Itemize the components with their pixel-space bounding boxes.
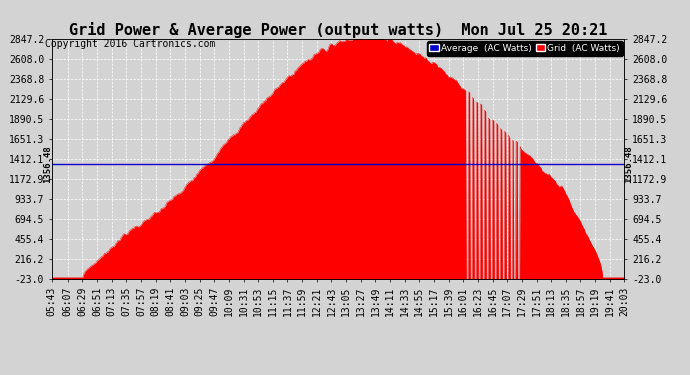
Text: 1356.48: 1356.48: [624, 145, 633, 183]
Legend: Average  (AC Watts), Grid  (AC Watts): Average (AC Watts), Grid (AC Watts): [427, 41, 622, 56]
Text: Copyright 2016 Cartronics.com: Copyright 2016 Cartronics.com: [45, 39, 215, 50]
Text: 1356.48: 1356.48: [43, 145, 52, 183]
Title: Grid Power & Average Power (output watts)  Mon Jul 25 20:21: Grid Power & Average Power (output watts…: [69, 22, 607, 38]
